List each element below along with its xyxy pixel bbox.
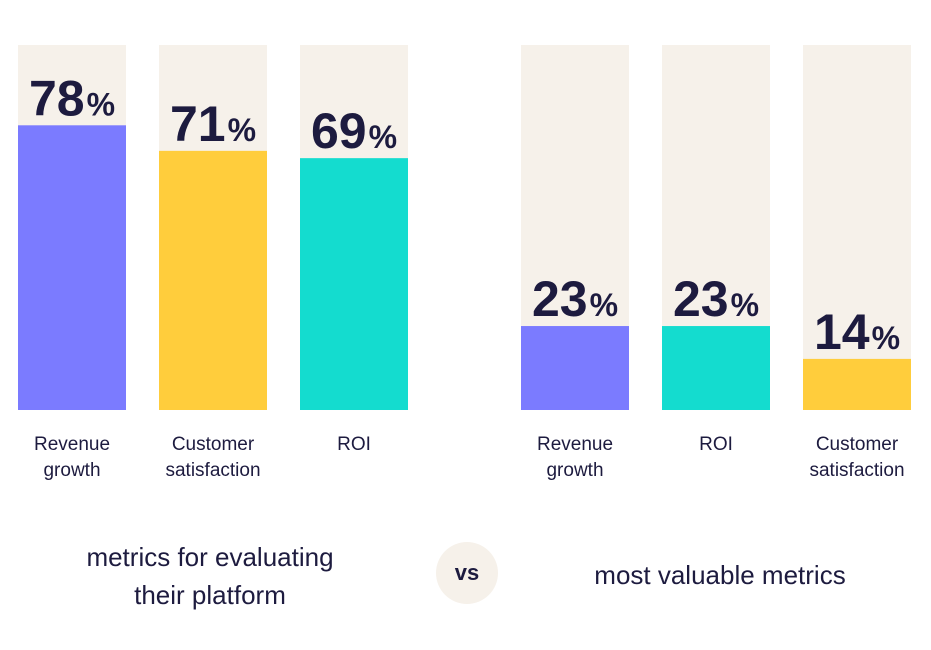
data-label-value: 23 bbox=[532, 271, 588, 327]
left-chart-caption: metrics for evaluating their platform bbox=[40, 538, 380, 614]
data-label-suffix: % bbox=[87, 86, 115, 122]
vs-badge: vs bbox=[436, 542, 498, 604]
data-label-suffix: % bbox=[872, 320, 900, 356]
data-label-value: 23 bbox=[673, 271, 729, 327]
bar-0-0 bbox=[18, 125, 126, 411]
data-label-value: 14 bbox=[814, 304, 870, 360]
data-label-1-1: 23% bbox=[673, 271, 759, 327]
bar-1-2 bbox=[803, 358, 911, 410]
data-label-0-0: 78% bbox=[29, 70, 115, 126]
category-label-1-2-0: Customer bbox=[816, 434, 899, 455]
data-label-1-2: 14% bbox=[814, 304, 900, 360]
bar-1-1 bbox=[662, 326, 770, 410]
data-label-value: 78 bbox=[29, 70, 85, 126]
bar-1-0 bbox=[521, 326, 629, 410]
data-label-suffix: % bbox=[228, 112, 256, 148]
category-label-1-0-0: Revenue bbox=[537, 434, 613, 455]
category-label-1-0-1: growth bbox=[546, 460, 603, 481]
bar-0-1 bbox=[159, 150, 267, 410]
data-label-value: 69 bbox=[311, 103, 367, 159]
vs-label: vs bbox=[454, 560, 480, 585]
category-label-0-0-0: Revenue bbox=[34, 434, 110, 455]
bar-track-1-2 bbox=[803, 45, 911, 410]
category-label-1-2-1: satisfaction bbox=[809, 460, 904, 481]
data-label-1-0: 23% bbox=[532, 271, 618, 327]
category-label-0-0-1: growth bbox=[43, 460, 100, 481]
data-label-0-1: 71% bbox=[170, 96, 256, 152]
category-label-0-1-1: satisfaction bbox=[165, 460, 260, 481]
left-caption-line-1: metrics for evaluating bbox=[86, 542, 334, 572]
data-label-suffix: % bbox=[590, 287, 618, 323]
right-chart-caption: most valuable metrics bbox=[540, 556, 900, 594]
data-label-0-2: 69% bbox=[311, 103, 397, 159]
right-caption-line-1: most valuable metrics bbox=[594, 560, 846, 590]
data-label-suffix: % bbox=[731, 287, 759, 323]
category-label-1-1-0: ROI bbox=[699, 434, 733, 455]
left-caption-line-2: their platform bbox=[134, 580, 286, 610]
data-label-suffix: % bbox=[369, 119, 397, 155]
category-label-0-1-0: Customer bbox=[172, 434, 255, 455]
data-label-value: 71 bbox=[170, 96, 226, 152]
category-label-0-2-0: ROI bbox=[337, 434, 371, 455]
bar-0-2 bbox=[300, 158, 408, 410]
